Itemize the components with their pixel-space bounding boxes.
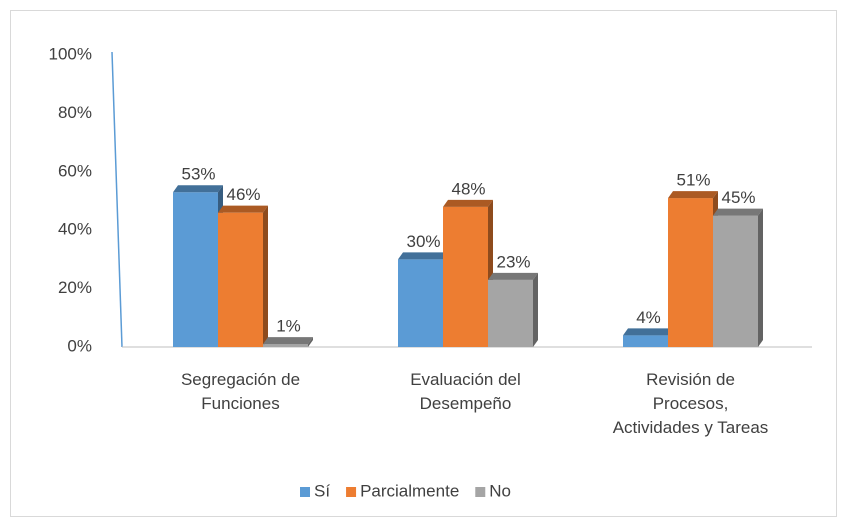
legend-label: No	[489, 481, 511, 500]
x-tick-label: Evaluación del Desempeño	[410, 370, 521, 413]
x-tick-label-line: Funciones	[201, 394, 279, 413]
data-label: 23%	[496, 252, 530, 271]
legend-swatch	[346, 487, 357, 497]
y-tick-label: 0%	[67, 336, 92, 355]
x-tick-label-line: Actividades y Tareas	[613, 418, 769, 437]
bar-front	[623, 335, 668, 347]
y-tick-label: 20%	[58, 278, 92, 297]
y-axis	[111, 51, 123, 348]
bar	[713, 208, 763, 347]
data-label: 46%	[226, 185, 260, 204]
x-tick-label-line: Evaluación del	[410, 370, 521, 389]
bar	[623, 328, 673, 347]
data-label: 53%	[181, 165, 215, 184]
bar-top	[623, 328, 673, 336]
x-tick-label-line: Procesos,	[653, 394, 729, 413]
x-tick-label-line: Revisión de	[646, 370, 735, 389]
bar-top	[488, 272, 538, 280]
bar-side	[263, 205, 268, 347]
bar	[668, 191, 718, 347]
x-tick-label-line: Desempeño	[420, 394, 512, 413]
y-tick-label: 40%	[58, 220, 92, 239]
y-tick-label: 80%	[58, 103, 92, 122]
bar-side	[533, 272, 538, 347]
bar-side	[758, 208, 763, 347]
legend-swatch	[475, 487, 486, 497]
bar	[263, 337, 313, 347]
x-tick-label: Segregación de Funciones	[181, 370, 300, 413]
bar	[218, 205, 268, 347]
data-label: 51%	[676, 171, 710, 190]
bar	[488, 272, 538, 347]
bar-top	[668, 191, 718, 199]
bar-top	[443, 199, 493, 207]
bar-front	[173, 192, 218, 347]
data-label: 45%	[721, 188, 755, 207]
x-tick-label-line: Segregación de	[181, 370, 300, 389]
legend-label: Parcialmente	[360, 481, 459, 500]
bar-front	[713, 215, 758, 347]
bar-front	[263, 344, 308, 347]
legend-swatch	[300, 487, 310, 497]
bar-top	[218, 205, 268, 213]
data-label: 30%	[406, 232, 440, 251]
y-tick-label: 100%	[49, 44, 92, 63]
legend-label: Sí	[314, 481, 330, 500]
bar-top	[173, 185, 223, 193]
bar-front	[668, 198, 713, 347]
data-label: 1%	[276, 317, 301, 336]
x-tick-label: Revisión de Procesos, Actividades y Tareas	[613, 370, 769, 437]
data-label: 4%	[636, 308, 661, 327]
bar-side	[308, 337, 313, 347]
bar-front	[398, 259, 443, 347]
bar-top	[263, 337, 313, 345]
bar-front	[218, 212, 263, 347]
bar-top	[713, 208, 763, 216]
bar-top	[398, 252, 448, 260]
y-tick-label: 60%	[58, 161, 92, 180]
bar	[173, 185, 223, 347]
bar-front	[488, 279, 533, 347]
bar	[443, 199, 493, 347]
bar-front	[443, 206, 488, 347]
data-label: 48%	[451, 179, 485, 198]
bar	[398, 252, 448, 347]
